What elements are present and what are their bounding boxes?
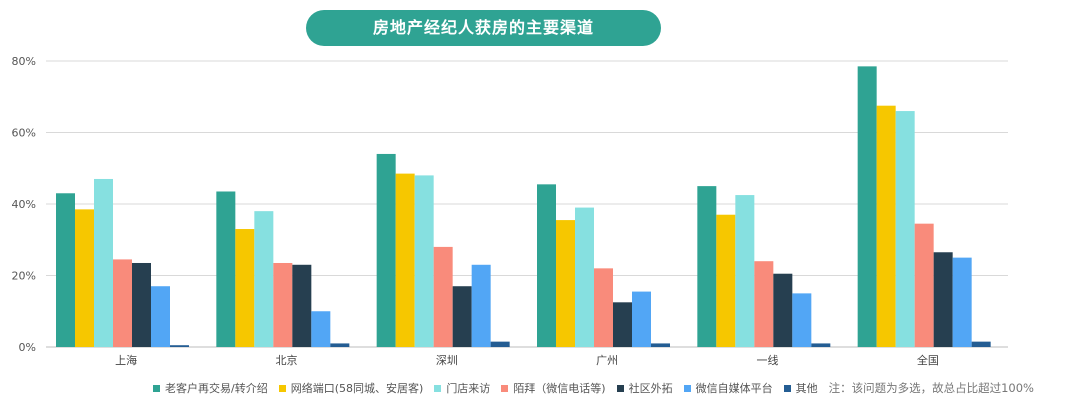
bar	[857, 66, 877, 348]
bar	[330, 343, 350, 347]
x-tick-label: 全国	[917, 353, 939, 367]
bar	[113, 259, 132, 347]
legend-label: 老客户再交易/转介绍	[165, 382, 268, 395]
bar	[754, 261, 774, 347]
y-tick-label: 60%	[12, 127, 36, 140]
bar	[575, 207, 594, 347]
legend-item: 门店来访	[434, 380, 490, 396]
bar	[254, 211, 274, 347]
legend-swatch	[683, 384, 691, 392]
legend-label: 门店来访	[446, 382, 491, 395]
y-axis: 0% 20% 40% 60% 80%	[12, 55, 36, 354]
y-tick-label: 80%	[12, 55, 36, 68]
legend-label: 微信自媒体平台	[695, 382, 773, 395]
bar	[490, 341, 510, 347]
bar	[311, 311, 331, 347]
bar	[433, 246, 453, 347]
bar	[811, 343, 831, 347]
chart-title: 房地产经纪人获房的主要渠道	[306, 10, 661, 46]
legend-item: 网络端口(58同城、安居客)	[278, 380, 424, 396]
bar	[273, 262, 293, 347]
bar	[895, 111, 915, 347]
bar	[952, 257, 972, 347]
bar	[452, 286, 472, 347]
legend-swatch	[783, 384, 791, 392]
x-tick-label: 深圳	[436, 354, 458, 367]
bar	[697, 186, 717, 347]
legend-label: 陌拜（微信电话等)	[513, 382, 606, 395]
legend-item: 微信自媒体平台	[683, 380, 773, 396]
bar	[94, 178, 113, 347]
y-tick-label: 0%	[19, 341, 36, 354]
bar	[632, 291, 651, 347]
legend-label: 其他	[795, 382, 818, 395]
bar	[792, 293, 812, 347]
legend-item: 陌拜（微信电话等)	[501, 380, 606, 396]
bar	[773, 273, 793, 347]
bar	[651, 343, 670, 347]
legend-item: 社区外拓	[616, 380, 673, 396]
bar	[235, 229, 255, 347]
bar	[75, 209, 94, 347]
bar	[376, 153, 396, 347]
chart-note: 注：该问题为多选，故总占比超过100%	[828, 381, 1034, 395]
bar	[876, 105, 896, 347]
legend-swatch	[501, 384, 509, 392]
legend-swatch	[278, 384, 286, 392]
bar	[170, 345, 189, 347]
y-tick-label: 20%	[12, 270, 36, 283]
bar	[132, 262, 151, 347]
bar	[56, 193, 75, 347]
bar	[556, 220, 575, 347]
bars	[56, 66, 991, 348]
legend-swatch	[153, 384, 160, 392]
bar	[735, 195, 755, 347]
legend-swatch	[616, 384, 624, 392]
bar	[613, 302, 632, 347]
bar	[933, 252, 953, 347]
bar	[216, 191, 236, 347]
y-tick-label: 40%	[12, 198, 36, 211]
legend: 老客户再交易/转介绍 网络端口(58同城、安居客) 门店来访 陌拜（微信电话等) 社区外…	[153, 380, 1034, 396]
legend-swatch	[434, 384, 442, 392]
bar	[971, 341, 991, 347]
x-tick-label: 一线	[757, 353, 779, 367]
bar	[471, 264, 491, 347]
x-tick-label: 北京	[276, 353, 298, 367]
legend-item: 其他	[783, 380, 818, 396]
bar	[594, 268, 613, 347]
bar	[537, 184, 556, 347]
bar	[395, 173, 415, 347]
legend-label: 社区外拓	[628, 382, 673, 395]
bar	[292, 264, 312, 347]
x-tick-label: 广州	[596, 354, 618, 367]
legend-item: 老客户再交易/转介绍	[153, 380, 268, 396]
bar	[151, 286, 170, 347]
bar	[716, 214, 736, 347]
x-tick-label: 上海	[115, 353, 137, 367]
bar	[414, 175, 434, 347]
x-axis: 上海 北京 深圳 广州 一线 全国	[115, 353, 939, 367]
grid-lines	[46, 60, 1008, 348]
bar	[914, 223, 934, 347]
legend-label: 网络端口(58同城、安居客)	[290, 382, 424, 395]
